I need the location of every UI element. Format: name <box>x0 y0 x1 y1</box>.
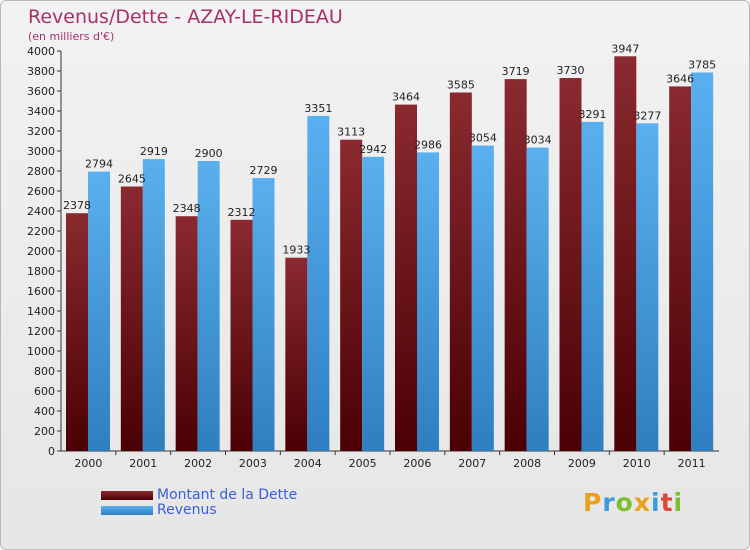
y-tick-label: 1200 <box>27 325 55 338</box>
y-tick-label: 2600 <box>27 185 55 198</box>
value-label-revenus: 2900 <box>195 147 223 160</box>
bars <box>66 56 714 452</box>
bar-revenus <box>636 123 659 452</box>
value-label-revenus: 3054 <box>469 132 497 145</box>
bar-dette <box>175 216 198 451</box>
bar-revenus <box>471 145 494 451</box>
value-label-dette: 3646 <box>666 72 694 85</box>
bar-revenus <box>691 72 714 451</box>
x-tick-label: 2011 <box>678 457 706 470</box>
value-label-revenus: 3351 <box>304 102 332 115</box>
y-tick-label: 1800 <box>27 265 55 278</box>
legend-label-revenus: Revenus <box>157 502 217 518</box>
y-tick-label: 3800 <box>27 65 55 78</box>
proxiti-logo: Proxiti <box>583 488 684 517</box>
value-label-revenus: 2729 <box>250 164 278 177</box>
value-label-dette: 2645 <box>118 173 146 186</box>
value-label-dette: 3719 <box>502 65 530 78</box>
bar-dette <box>614 56 637 452</box>
x-tick-label: 2008 <box>513 457 541 470</box>
value-label-dette: 3947 <box>611 42 639 55</box>
x-tick-label: 2004 <box>294 457 322 470</box>
x-tick-label: 2000 <box>74 457 102 470</box>
legend-swatch-dette <box>101 491 153 500</box>
value-labels: 2378 2794 2645 2919 2348 2900 2312 2729 1933 3351… <box>63 42 716 256</box>
bar-dette <box>66 213 88 451</box>
value-label-revenus: 3785 <box>688 59 716 72</box>
bar-dette <box>120 186 143 451</box>
value-label-dette: 3585 <box>447 79 475 92</box>
x-tick-label: 2009 <box>568 457 596 470</box>
value-label-revenus: 3291 <box>579 108 607 121</box>
value-label-dette: 2378 <box>63 199 91 212</box>
y-tick-label: 3000 <box>27 145 55 158</box>
bar-revenus <box>362 156 385 452</box>
y-tick-label: 2800 <box>27 165 55 178</box>
x-tick-label: 2006 <box>403 457 431 470</box>
value-label-revenus: 2942 <box>359 143 387 156</box>
x-tick-label: 2010 <box>623 457 651 470</box>
chart-subtitle: (en milliers d'€) <box>28 30 115 43</box>
value-label-dette: 2348 <box>173 202 201 215</box>
bar-revenus <box>307 115 330 452</box>
value-label-dette: 2312 <box>228 206 256 219</box>
y-tick-label: 2400 <box>27 205 55 218</box>
y-tick-label: 4000 <box>27 45 55 58</box>
legend-swatch-revenus <box>101 506 153 515</box>
y-tick-label: 1600 <box>27 285 55 298</box>
value-label-revenus: 3277 <box>633 109 661 122</box>
value-label-dette: 1933 <box>282 244 310 257</box>
bar-dette <box>395 104 417 451</box>
chart-title: Revenus/Dette - AZAY-LE-RIDEAU <box>28 6 343 28</box>
bar-revenus <box>581 121 604 452</box>
legend-label-dette: Montant de la Dette <box>157 487 298 503</box>
y-tick-label: 1000 <box>27 345 55 358</box>
bar-dette <box>559 78 582 451</box>
y-tick-label: 3200 <box>27 125 55 138</box>
bar-dette <box>504 79 527 451</box>
axes: 0 200 400 600 800 1000 1200 1400 1600 1800 2000 220… <box>27 45 719 470</box>
value-label-dette: 3113 <box>337 126 365 139</box>
x-tick-label: 2007 <box>458 457 486 470</box>
value-label-revenus: 3034 <box>524 134 552 147</box>
bar-dette <box>340 139 363 451</box>
x-tick-label: 2005 <box>349 457 377 470</box>
bar-revenus <box>252 178 275 451</box>
bar-revenus <box>197 161 220 451</box>
y-tick-label: 200 <box>34 425 55 438</box>
bar-revenus <box>88 171 110 451</box>
value-label-dette: 3464 <box>392 91 420 104</box>
value-label-revenus: 2986 <box>414 138 442 151</box>
x-tick-label: 2003 <box>239 457 267 470</box>
bar-revenus <box>142 159 165 451</box>
bar-revenus <box>526 147 549 451</box>
y-tick-label: 600 <box>34 385 55 398</box>
value-label-revenus: 2919 <box>140 145 168 158</box>
value-label-revenus: 2794 <box>85 158 113 171</box>
bar-dette <box>449 92 472 451</box>
y-tick-label: 0 <box>48 445 55 458</box>
y-tick-label: 400 <box>34 405 55 418</box>
y-tick-label: 2000 <box>27 245 55 258</box>
value-label-dette: 3730 <box>557 64 585 77</box>
y-tick-label: 1400 <box>27 305 55 318</box>
bar-dette <box>285 257 308 451</box>
y-tick-label: 3600 <box>27 85 55 98</box>
y-tick-label: 800 <box>34 365 55 378</box>
x-tick-label: 2002 <box>184 457 212 470</box>
y-tick-label: 2200 <box>27 225 55 238</box>
bar-dette <box>230 219 253 451</box>
x-tick-label: 2001 <box>129 457 157 470</box>
bar-revenus <box>417 152 439 451</box>
y-tick-label: 3400 <box>27 105 55 118</box>
bar-dette <box>669 86 692 452</box>
